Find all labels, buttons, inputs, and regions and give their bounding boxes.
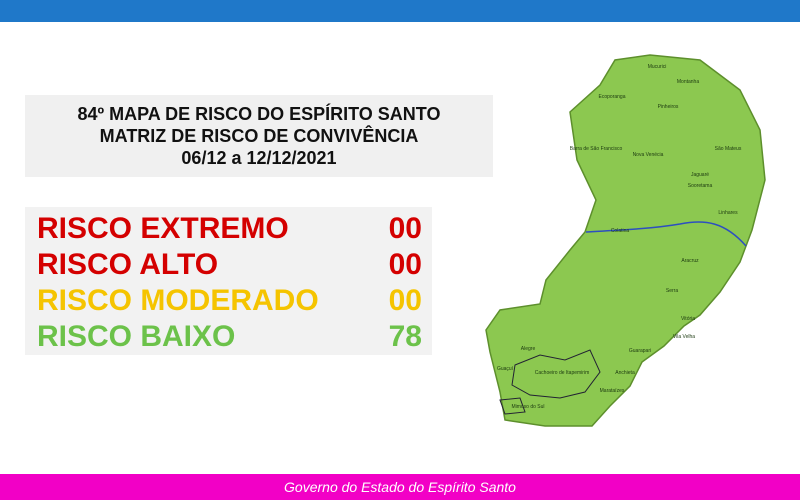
municipality-label: Pinheiros	[658, 104, 679, 110]
municipality-label: Vitória	[681, 316, 695, 322]
municipality-label: Guarapari	[629, 348, 651, 354]
municipality-label: Serra	[666, 288, 678, 294]
risk-label: RISCO EXTREMO	[37, 212, 289, 245]
municipality-label: Anchieta	[615, 370, 635, 376]
title-line: 06/12 a 12/12/2021	[181, 148, 337, 168]
municipality-label: Colatina	[611, 228, 630, 234]
municipality-label: Sooretama	[688, 183, 713, 189]
risk-row: RISCO EXTREMO 00	[37, 211, 422, 247]
river	[585, 221, 747, 247]
municipality-label: Nova Venécia	[633, 152, 664, 158]
municipality-label: Montanha	[677, 79, 699, 85]
risk-table: RISCO EXTREMO 00 RISCO ALTO 00 RISCO MODERAD…	[25, 207, 432, 355]
municipality-label: Marataízes	[600, 388, 625, 394]
municipality-label: Guaçuí	[497, 366, 514, 372]
risk-row: RISCO MODERADO 00	[37, 283, 422, 319]
municipality-label: Ecoporanga	[599, 94, 626, 100]
municipality-label: Cachoeiro de Itapemirim	[535, 370, 589, 376]
municipality-label: Jaguaré	[691, 172, 709, 178]
risk-count: 78	[388, 320, 422, 353]
municipality-label: Mucurici	[648, 64, 667, 70]
region-outline	[499, 349, 601, 415]
title-box: 84º MAPA DE RISCO DO ESPÍRITO SANTO MATRI…	[25, 95, 493, 177]
risk-row: RISCO BAIXO 78	[37, 319, 422, 355]
risk-label: RISCO BAIXO	[37, 320, 236, 353]
title-line: MATRIZ DE RISCO DE CONVIVÊNCIA	[99, 126, 419, 146]
risk-count: 00	[388, 284, 422, 317]
state-shape	[485, 54, 766, 427]
risk-label: RISCO MODERADO	[37, 284, 319, 317]
top-bar	[0, 0, 800, 22]
footer: Governo do Estado do Espírito Santo	[0, 474, 800, 500]
risk-label: RISCO ALTO	[37, 248, 219, 281]
municipality-label: São Mateus	[715, 146, 742, 152]
municipality-label: Vila Velha	[673, 334, 695, 340]
title-line: 84º MAPA DE RISCO DO ESPÍRITO SANTO	[77, 104, 441, 124]
municipality-label: Aracruz	[681, 258, 699, 264]
municipality-label: Barra de São Francisco	[570, 146, 623, 152]
risk-count: 00	[388, 212, 422, 245]
risk-row: RISCO ALTO 00	[37, 247, 422, 283]
municipality-label: Linhares	[718, 210, 738, 216]
municipality-label: Mimoso do Sul	[511, 404, 544, 410]
municipality-label: Alegre	[521, 346, 536, 352]
risk-count: 00	[388, 248, 422, 281]
